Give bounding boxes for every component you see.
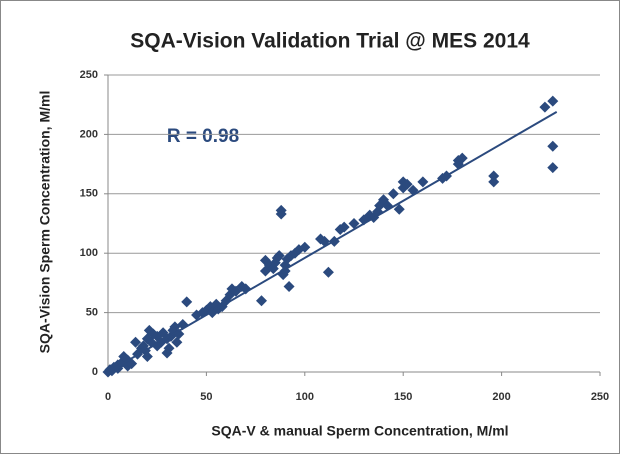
- point: [417, 176, 429, 188]
- x-tick-label: 50: [200, 391, 212, 403]
- y-axis-label: SQA-Vision Sperm Concentration, M/ml: [37, 91, 53, 354]
- x-axis-label: SQA-V & manual Sperm Concentration, M/ml: [211, 423, 508, 439]
- point: [130, 336, 142, 348]
- point: [547, 162, 559, 174]
- x-tick-label: 100: [296, 391, 314, 403]
- point: [547, 140, 559, 152]
- point: [283, 280, 295, 292]
- point: [547, 95, 559, 107]
- point: [181, 296, 193, 308]
- point: [256, 295, 268, 307]
- y-tick-label: 200: [80, 128, 98, 140]
- x-tick-label: 0: [105, 391, 111, 403]
- point: [273, 250, 285, 262]
- y-tick-label: 150: [80, 188, 98, 200]
- point: [348, 218, 360, 229]
- y-tick-label: 50: [86, 307, 98, 319]
- point: [539, 101, 551, 113]
- y-tick-label: 250: [80, 69, 98, 81]
- point: [275, 204, 287, 216]
- point: [163, 342, 175, 354]
- point: [173, 328, 185, 340]
- x-tick-label: 200: [492, 391, 510, 403]
- y-tick-label: 100: [80, 247, 98, 259]
- point: [393, 203, 405, 215]
- annotation: R = 0.98: [167, 126, 239, 147]
- point: [488, 170, 500, 182]
- point: [299, 241, 311, 253]
- point: [171, 336, 183, 348]
- x-tick-label: 250: [591, 391, 609, 403]
- chart-title: SQA-Vision Validation Trial @ MES 2014: [130, 30, 530, 53]
- trendline: [107, 110, 558, 373]
- point: [141, 351, 153, 363]
- point: [401, 178, 413, 190]
- point: [488, 176, 500, 188]
- point: [322, 266, 334, 278]
- x-tick-label: 150: [394, 391, 412, 403]
- point: [338, 221, 350, 233]
- point: [387, 188, 399, 200]
- y-tick-label: 0: [92, 366, 98, 378]
